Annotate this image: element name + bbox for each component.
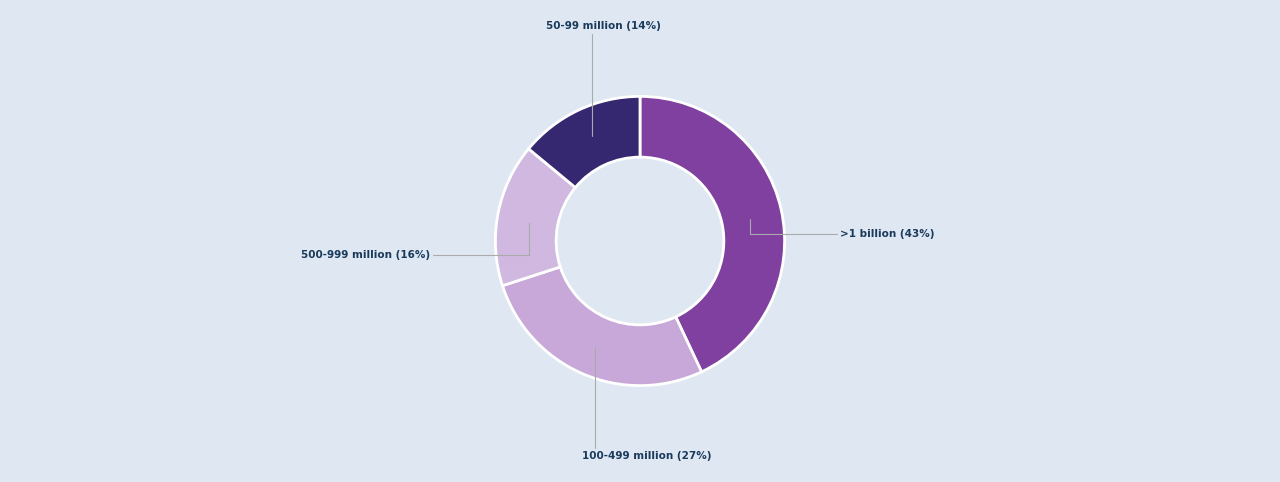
Wedge shape [640,96,785,372]
Text: 100-499 million (27%): 100-499 million (27%) [582,348,712,461]
Text: 500-999 million (16%): 500-999 million (16%) [301,223,529,260]
Wedge shape [503,267,701,386]
Wedge shape [529,96,640,187]
Text: 50-99 million (14%): 50-99 million (14%) [547,21,662,136]
Text: >1 billion (43%): >1 billion (43%) [750,219,934,239]
Wedge shape [495,149,576,286]
